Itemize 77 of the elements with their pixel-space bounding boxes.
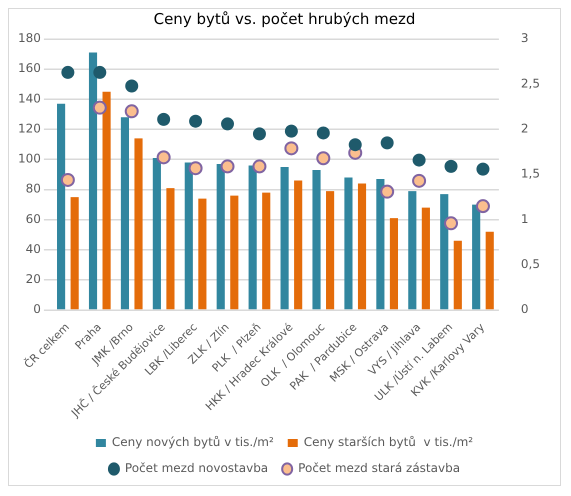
y2-tick-label: 0,5: [520, 256, 540, 271]
bar: [216, 164, 225, 310]
point: [316, 151, 330, 166]
y-tick-label: 140: [18, 91, 41, 106]
y2-tick-label: 2: [520, 121, 529, 136]
point: [220, 159, 235, 174]
y-tick-label: 120: [18, 121, 41, 136]
y-tick-label: 160: [18, 61, 41, 76]
bar: [184, 162, 193, 310]
point: [252, 159, 266, 174]
point: [412, 174, 426, 188]
bar: [408, 191, 416, 310]
point: [156, 150, 171, 164]
bar: [376, 179, 384, 310]
point: [61, 66, 74, 79]
bar: [120, 117, 130, 310]
legend-label: Počet mezd stará zástavba: [298, 461, 460, 476]
bar: [486, 232, 494, 310]
legend-label: Ceny nových bytů v tis./m²: [112, 435, 274, 450]
y-tick-label: 180: [18, 31, 41, 46]
point: [92, 100, 107, 115]
point: [444, 160, 458, 173]
point: [476, 162, 490, 176]
chart-title: Ceny bytů vs. počet hrubých mezd: [154, 10, 416, 28]
y-tick-label: 60: [26, 212, 41, 226]
bar: [390, 218, 398, 310]
point: [221, 117, 234, 130]
point: [284, 124, 298, 138]
bar: [294, 180, 302, 310]
point: [380, 184, 394, 199]
point: [188, 161, 203, 176]
bar: [262, 192, 270, 310]
point: [252, 127, 266, 140]
point: [157, 112, 170, 126]
point: [93, 66, 106, 79]
y2-tick-label: 3: [520, 31, 529, 46]
bar: [102, 92, 111, 310]
bar: [88, 52, 98, 310]
point: [444, 216, 458, 230]
y2-tick-label: 2,5: [520, 76, 540, 90]
bar: [198, 198, 206, 310]
y-tick-label: 80: [26, 182, 41, 196]
y2-tick-label: 1,5: [520, 166, 540, 181]
y-tick-label: 100: [18, 152, 41, 166]
bar: [248, 165, 257, 310]
point: [124, 104, 139, 118]
bar: [344, 178, 353, 310]
bar: [134, 138, 143, 310]
bar: [422, 208, 430, 310]
point: [189, 114, 202, 128]
point: [412, 154, 426, 167]
bar: [70, 197, 79, 310]
point: [125, 79, 138, 92]
bar: [358, 184, 366, 310]
y2-tick-label: 0: [520, 302, 529, 316]
point: [60, 172, 75, 187]
legend-label: Ceny starších bytů v tis./m²: [304, 435, 474, 450]
point: [348, 138, 362, 152]
point: [284, 141, 298, 156]
bar: [57, 104, 66, 310]
y2-tick-label: 1: [520, 212, 529, 226]
bar: [472, 204, 480, 310]
y-tick-label: 0: [33, 302, 41, 316]
point: [380, 136, 394, 150]
bar: [280, 166, 289, 310]
y-tick-label: 20: [26, 272, 41, 286]
point: [316, 126, 330, 140]
y-tick-label: 40: [26, 242, 41, 256]
bar: [440, 194, 448, 310]
bar: [152, 158, 161, 310]
point: [476, 199, 490, 214]
bar: [326, 191, 334, 310]
legend-label: Počet mezd novostavba: [124, 461, 268, 476]
bar: [166, 188, 175, 310]
bar: [454, 240, 462, 310]
bar: [312, 170, 321, 310]
bar: [230, 196, 238, 310]
